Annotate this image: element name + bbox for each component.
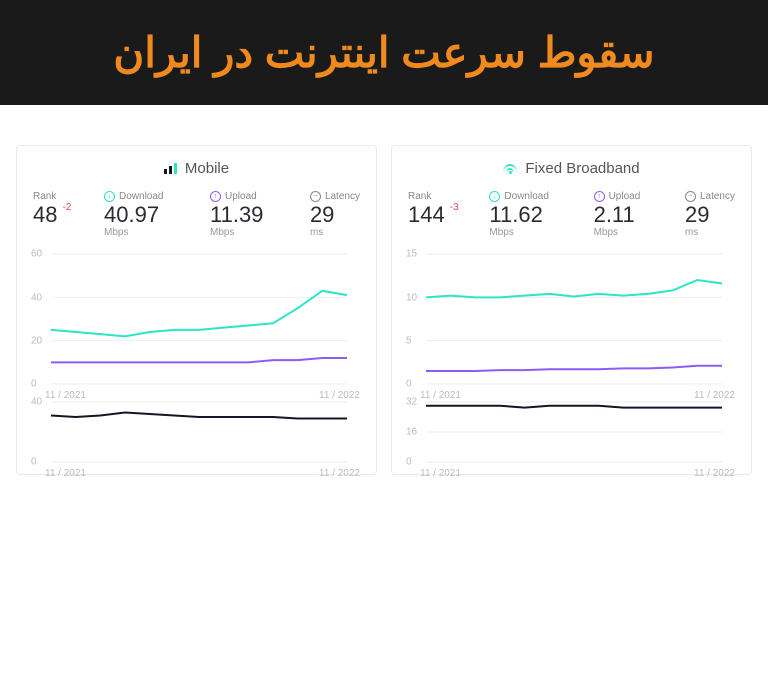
metrics-row: Rank 144-3 ↓ Download 11.62 Mbps ↑ Uploa… xyxy=(408,191,735,238)
panel-0: Mobile Rank 48-2 ↓ Download 40.97 Mbps ↑ xyxy=(16,145,377,475)
metric-label-text: Upload xyxy=(609,191,641,202)
panels-row: Mobile Rank 48-2 ↓ Download 40.97 Mbps ↑ xyxy=(0,105,768,491)
lt-ring-icon: ~ xyxy=(685,191,696,202)
latency-line xyxy=(426,406,722,408)
metrics-row: Rank 48-2 ↓ Download 40.97 Mbps ↑ Upload… xyxy=(33,191,360,238)
metric-rank: Rank 48-2 xyxy=(33,191,57,238)
metric-label-text: Latency xyxy=(700,191,735,202)
metric-unit: ms xyxy=(310,227,360,238)
metric-label-text: Rank xyxy=(408,191,431,202)
chart-svg xyxy=(408,248,728,388)
dl-ring-icon: ↓ xyxy=(489,191,500,202)
metric-download: ↓ Download 40.97 Mbps xyxy=(104,191,163,238)
metric-unit: ms xyxy=(685,227,735,238)
mini: 01632 11 / 2021 11 / 2022 xyxy=(408,396,735,466)
metric-label-text: Latency xyxy=(325,191,360,202)
panel-1: Fixed Broadband Rank 144-3 ↓ Download 11… xyxy=(391,145,752,475)
x-end: 11 / 2022 xyxy=(319,468,360,479)
metric-label: Rank xyxy=(33,191,57,202)
chart-svg xyxy=(408,396,728,466)
metric-unit: Mbps xyxy=(104,227,163,238)
upload-line xyxy=(426,366,722,371)
metric-value: 11.62 xyxy=(489,202,542,227)
metric-unit: Mbps xyxy=(489,227,548,238)
panel-title-text: Fixed Broadband xyxy=(525,160,639,177)
metric-upload: ↑ Upload 11.39 Mbps xyxy=(210,191,263,238)
ul-ring-icon: ↑ xyxy=(210,191,221,202)
main-chart: 051015 11 / 2021 11 / 2022 xyxy=(408,248,735,388)
metric-upload: ↑ Upload 2.11 Mbps xyxy=(594,191,641,238)
metric-unit xyxy=(33,227,57,238)
metric-unit: Mbps xyxy=(210,227,263,238)
chart-svg xyxy=(33,396,353,466)
metric-label: ~ Latency xyxy=(685,191,735,202)
metric-label: ↑ Upload xyxy=(594,191,641,202)
metric-value: 40.97 xyxy=(104,202,159,227)
metric-label-text: Rank xyxy=(33,191,56,202)
title-text: سقوط سرعت اینترنت در ایران xyxy=(113,29,654,76)
rank-delta: -2 xyxy=(63,202,72,214)
latency-line xyxy=(51,413,347,419)
title-banner: سقوط سرعت اینترنت در ایران xyxy=(0,0,768,105)
gridlines xyxy=(51,402,347,462)
metric-label: ~ Latency xyxy=(310,191,360,202)
metric-value: 29 xyxy=(310,202,334,227)
panel-title: Mobile xyxy=(33,160,360,177)
signal-bars-icon xyxy=(164,163,177,174)
metric-latency: ~ Latency 29 ms xyxy=(310,191,360,238)
metric-value: 29 xyxy=(685,202,709,227)
rank-delta: -3 xyxy=(450,202,459,214)
metric-label-text: Download xyxy=(119,191,163,202)
metric-label-text: Download xyxy=(504,191,548,202)
gridlines xyxy=(51,254,347,384)
x-start: 11 / 2021 xyxy=(45,468,86,479)
x-end: 11 / 2022 xyxy=(694,468,735,479)
main-chart: 0204060 11 / 2021 11 / 2022 xyxy=(33,248,360,388)
x-axis-labels: 11 / 2021 11 / 2022 xyxy=(408,466,735,479)
metric-label: ↓ Download xyxy=(104,191,163,202)
metric-rank: Rank 144-3 xyxy=(408,191,445,238)
metric-label: ↓ Download xyxy=(489,191,548,202)
metric-unit xyxy=(408,227,445,238)
lt-ring-icon: ~ xyxy=(310,191,321,202)
download-line xyxy=(426,280,722,297)
gridlines xyxy=(426,402,722,462)
metric-unit: Mbps xyxy=(594,227,641,238)
chart-svg xyxy=(33,248,353,388)
gridlines xyxy=(426,254,722,384)
metric-value: 144-3 xyxy=(408,202,445,227)
metric-label: ↑ Upload xyxy=(210,191,263,202)
ul-ring-icon: ↑ xyxy=(594,191,605,202)
x-start: 11 / 2021 xyxy=(420,468,461,479)
metric-value: 48-2 xyxy=(33,202,57,227)
panel-title-text: Mobile xyxy=(185,160,229,177)
metric-label-text: Upload xyxy=(225,191,257,202)
x-axis-labels: 11 / 2021 11 / 2022 xyxy=(33,466,360,479)
upload-line xyxy=(51,358,347,362)
dl-ring-icon: ↓ xyxy=(104,191,115,202)
metric-download: ↓ Download 11.62 Mbps xyxy=(489,191,548,238)
metric-value: 11.39 xyxy=(210,202,263,227)
mini: 040 11 / 2021 11 / 2022 xyxy=(33,396,360,466)
wifi-icon xyxy=(503,164,517,174)
metric-value: 2.11 xyxy=(594,202,635,227)
panel-title: Fixed Broadband xyxy=(408,160,735,177)
metric-label: Rank xyxy=(408,191,445,202)
metric-latency: ~ Latency 29 ms xyxy=(685,191,735,238)
